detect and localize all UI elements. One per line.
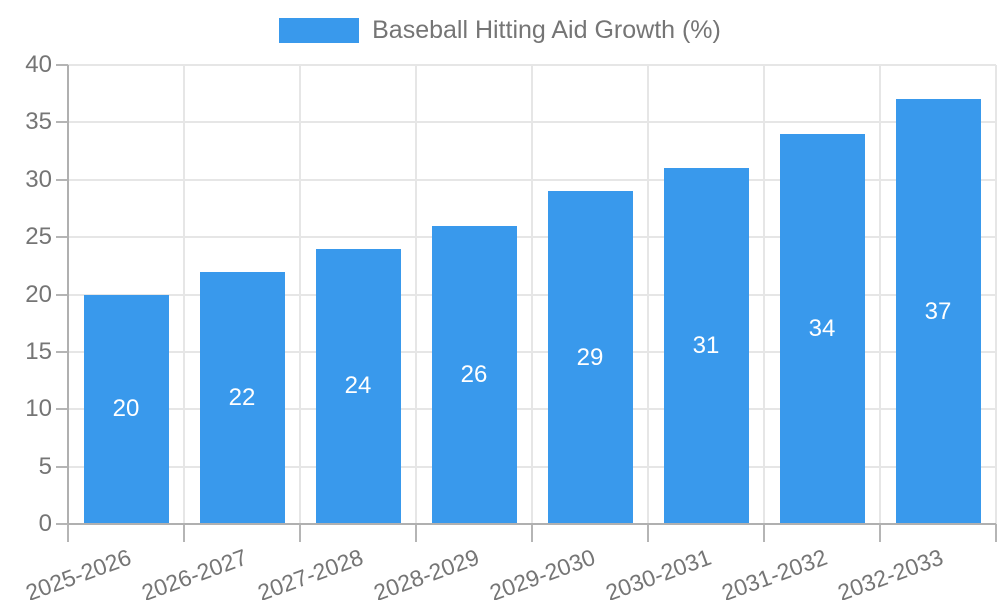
bar: [199, 271, 285, 523]
y-axis-tick: [56, 121, 68, 124]
bar: [315, 248, 401, 523]
bar: [547, 191, 633, 523]
bar: [663, 168, 749, 523]
y-axis-tick: [56, 465, 68, 468]
x-axis-label: 2029-2030: [486, 543, 599, 600]
y-axis-tick: [56, 236, 68, 239]
y-axis-tick: [56, 523, 68, 525]
y-axis-label: 20: [25, 280, 52, 308]
x-axis-label: 2030-2031: [602, 543, 715, 600]
y-axis-label: 40: [25, 51, 52, 78]
x-axis-tick: [183, 524, 185, 542]
x-axis-tick: [67, 524, 69, 542]
y-axis-label: 25: [25, 223, 52, 251]
x-gridline: [183, 65, 185, 524]
x-axis-tick: [531, 524, 533, 542]
x-gridline: [299, 65, 301, 524]
legend-label: Baseball Hitting Aid Growth (%): [372, 16, 721, 44]
x-axis-line: [68, 523, 996, 525]
bar-value-label: 31: [692, 332, 720, 360]
y-axis-label: 5: [38, 452, 52, 480]
y-axis-tick: [56, 293, 68, 296]
y-axis-line: [67, 65, 69, 524]
legend-swatch: [279, 18, 360, 43]
x-axis-tick: [647, 524, 649, 542]
x-axis-tick: [415, 524, 417, 542]
x-axis-tick: [995, 524, 997, 542]
x-axis-tick: [299, 524, 301, 542]
bar-value-label: 22: [228, 383, 256, 411]
x-axis-tick: [879, 524, 881, 542]
y-axis-tick: [56, 350, 68, 353]
x-gridline: [647, 65, 649, 524]
x-axis-label: 2027-2028: [254, 543, 367, 600]
bar-value-label: 26: [460, 360, 488, 388]
x-gridline: [531, 65, 533, 524]
bar-value-label: 20: [112, 395, 140, 423]
bar-value-label: 24: [344, 372, 372, 400]
y-axis-label: 10: [25, 395, 52, 423]
y-axis-tick: [56, 64, 68, 66]
bar: [895, 99, 981, 523]
bar-value-label: 37: [924, 297, 952, 325]
y-axis-tick: [56, 408, 68, 411]
x-axis-label: 2028-2029: [370, 543, 483, 600]
x-axis-label: 2026-2027: [138, 543, 251, 600]
bar-value-label: 29: [576, 343, 604, 371]
y-axis-tick: [56, 178, 68, 181]
legend: Baseball Hitting Aid Growth (%): [0, 17, 1000, 44]
bar: [779, 133, 865, 523]
y-axis-label: 30: [25, 165, 52, 193]
bar-value-label: 34: [808, 314, 836, 342]
x-axis-label: 2031-2032: [718, 543, 831, 600]
x-axis-label: 2025-2026: [22, 543, 135, 600]
y-axis-label: 35: [25, 108, 52, 136]
x-gridline: [763, 65, 765, 524]
x-gridline: [879, 65, 881, 524]
bar: [83, 294, 169, 523]
legend-item[interactable]: Baseball Hitting Aid Growth (%): [279, 17, 721, 44]
bar: [431, 225, 517, 523]
x-gridline: [995, 65, 997, 524]
x-axis-label: 2032-2033: [834, 543, 947, 600]
x-gridline: [415, 65, 417, 524]
x-axis-tick: [763, 524, 765, 542]
y-axis-label: 15: [25, 337, 52, 365]
y-axis-label: 0: [38, 510, 52, 537]
